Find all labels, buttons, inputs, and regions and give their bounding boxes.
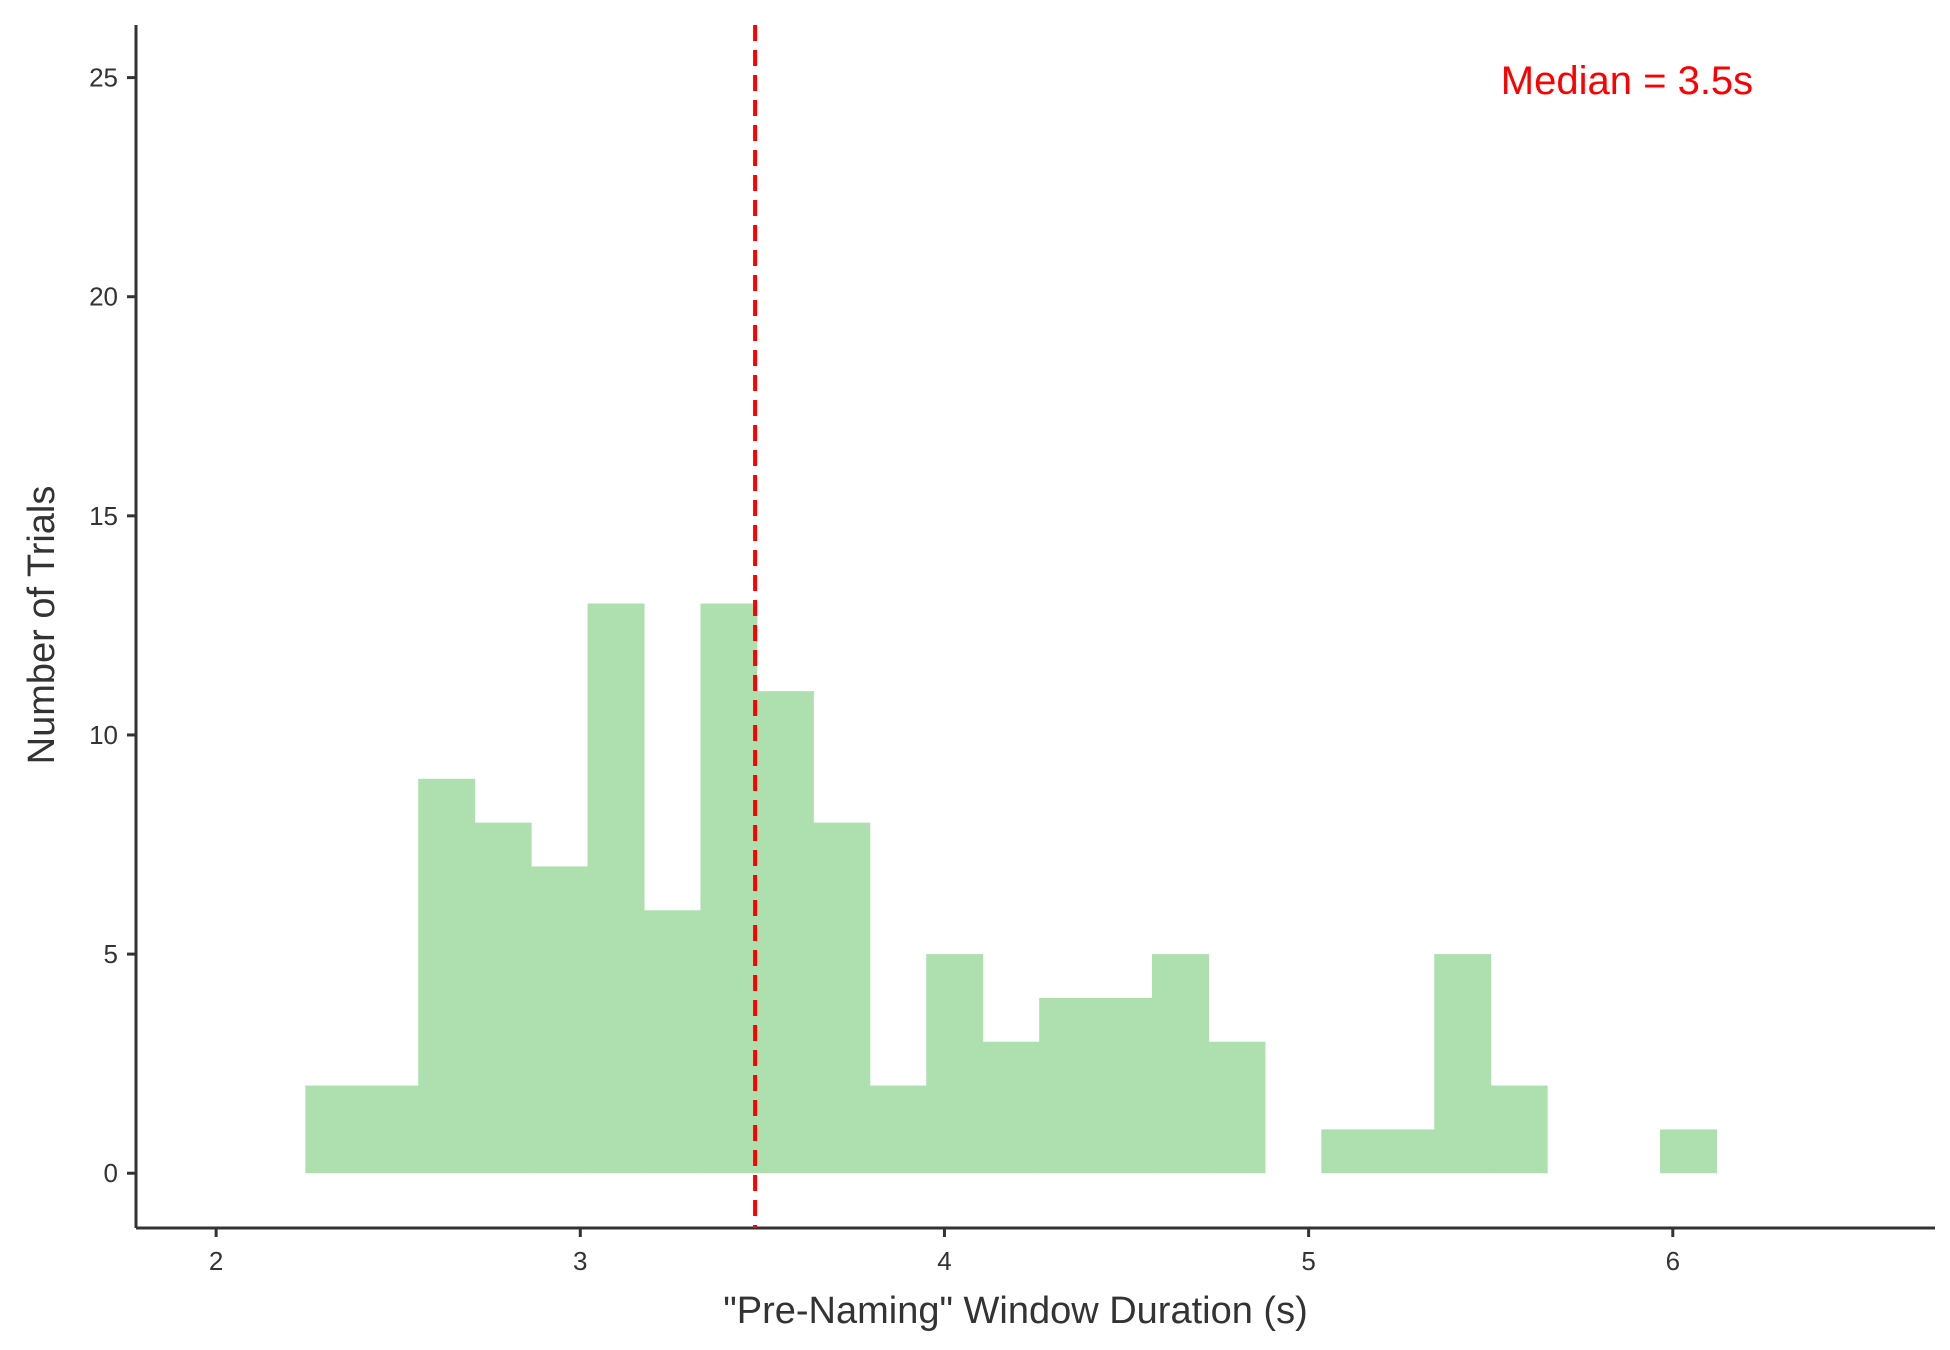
histogram-bar-0	[305, 1085, 363, 1174]
histogram-bar-11	[926, 954, 984, 1174]
y-tick-label-5: 5	[104, 939, 118, 969]
histogram-bar-10	[869, 1085, 927, 1174]
histogram-bar-1	[361, 1085, 419, 1174]
histogram-bar-16	[1208, 1041, 1266, 1174]
y-tick-label-10: 10	[89, 720, 118, 750]
histogram-bar-20	[1490, 1085, 1548, 1174]
x-tick-label-6: 6	[1666, 1246, 1680, 1276]
histogram-bar-4	[531, 866, 589, 1174]
y-tick-label-0: 0	[104, 1158, 118, 1188]
x-tick-label-4: 4	[937, 1246, 951, 1276]
y-tick-label-15: 15	[89, 501, 118, 531]
x-tick-label-3: 3	[573, 1246, 587, 1276]
x-tick-label-2: 2	[209, 1246, 223, 1276]
histogram-bar-2	[418, 778, 476, 1174]
histogram-bar-13	[1039, 997, 1097, 1174]
y-axis-ticks: 0 5 10 15 20 25	[89, 63, 136, 1188]
axes: 0 5 10 15 20 25 2 3 4 5 6	[89, 25, 1935, 1276]
histogram-bar-21	[1660, 1129, 1717, 1174]
histogram-bar-6	[644, 910, 701, 1174]
y-axis-title: Number of Trials	[21, 486, 63, 765]
median-label: Median = 3.5s	[1501, 59, 1753, 103]
histogram-bar-5	[587, 603, 645, 1174]
histogram-bar-14	[1095, 997, 1153, 1174]
histogram-bar-12	[982, 1041, 1040, 1174]
y-tick-label-20: 20	[89, 282, 118, 312]
histogram-bar-17	[1321, 1129, 1379, 1174]
histogram-bar-3	[474, 822, 532, 1174]
histogram-bar-7	[700, 603, 758, 1174]
y-tick-label-25: 25	[89, 63, 118, 93]
histogram-bar-18	[1377, 1129, 1435, 1174]
x-tick-label-5: 5	[1301, 1246, 1315, 1276]
histogram-bar-9	[813, 822, 871, 1174]
x-axis-title: "Pre-Naming" Window Duration (s)	[723, 1290, 1307, 1332]
x-axis-ticks: 2 3 4 5 6	[209, 1228, 1680, 1276]
histogram-bars	[305, 603, 1717, 1174]
histogram-bar-8	[756, 691, 814, 1174]
histogram-bar-15	[1152, 954, 1209, 1174]
histogram-bar-19	[1434, 954, 1492, 1174]
